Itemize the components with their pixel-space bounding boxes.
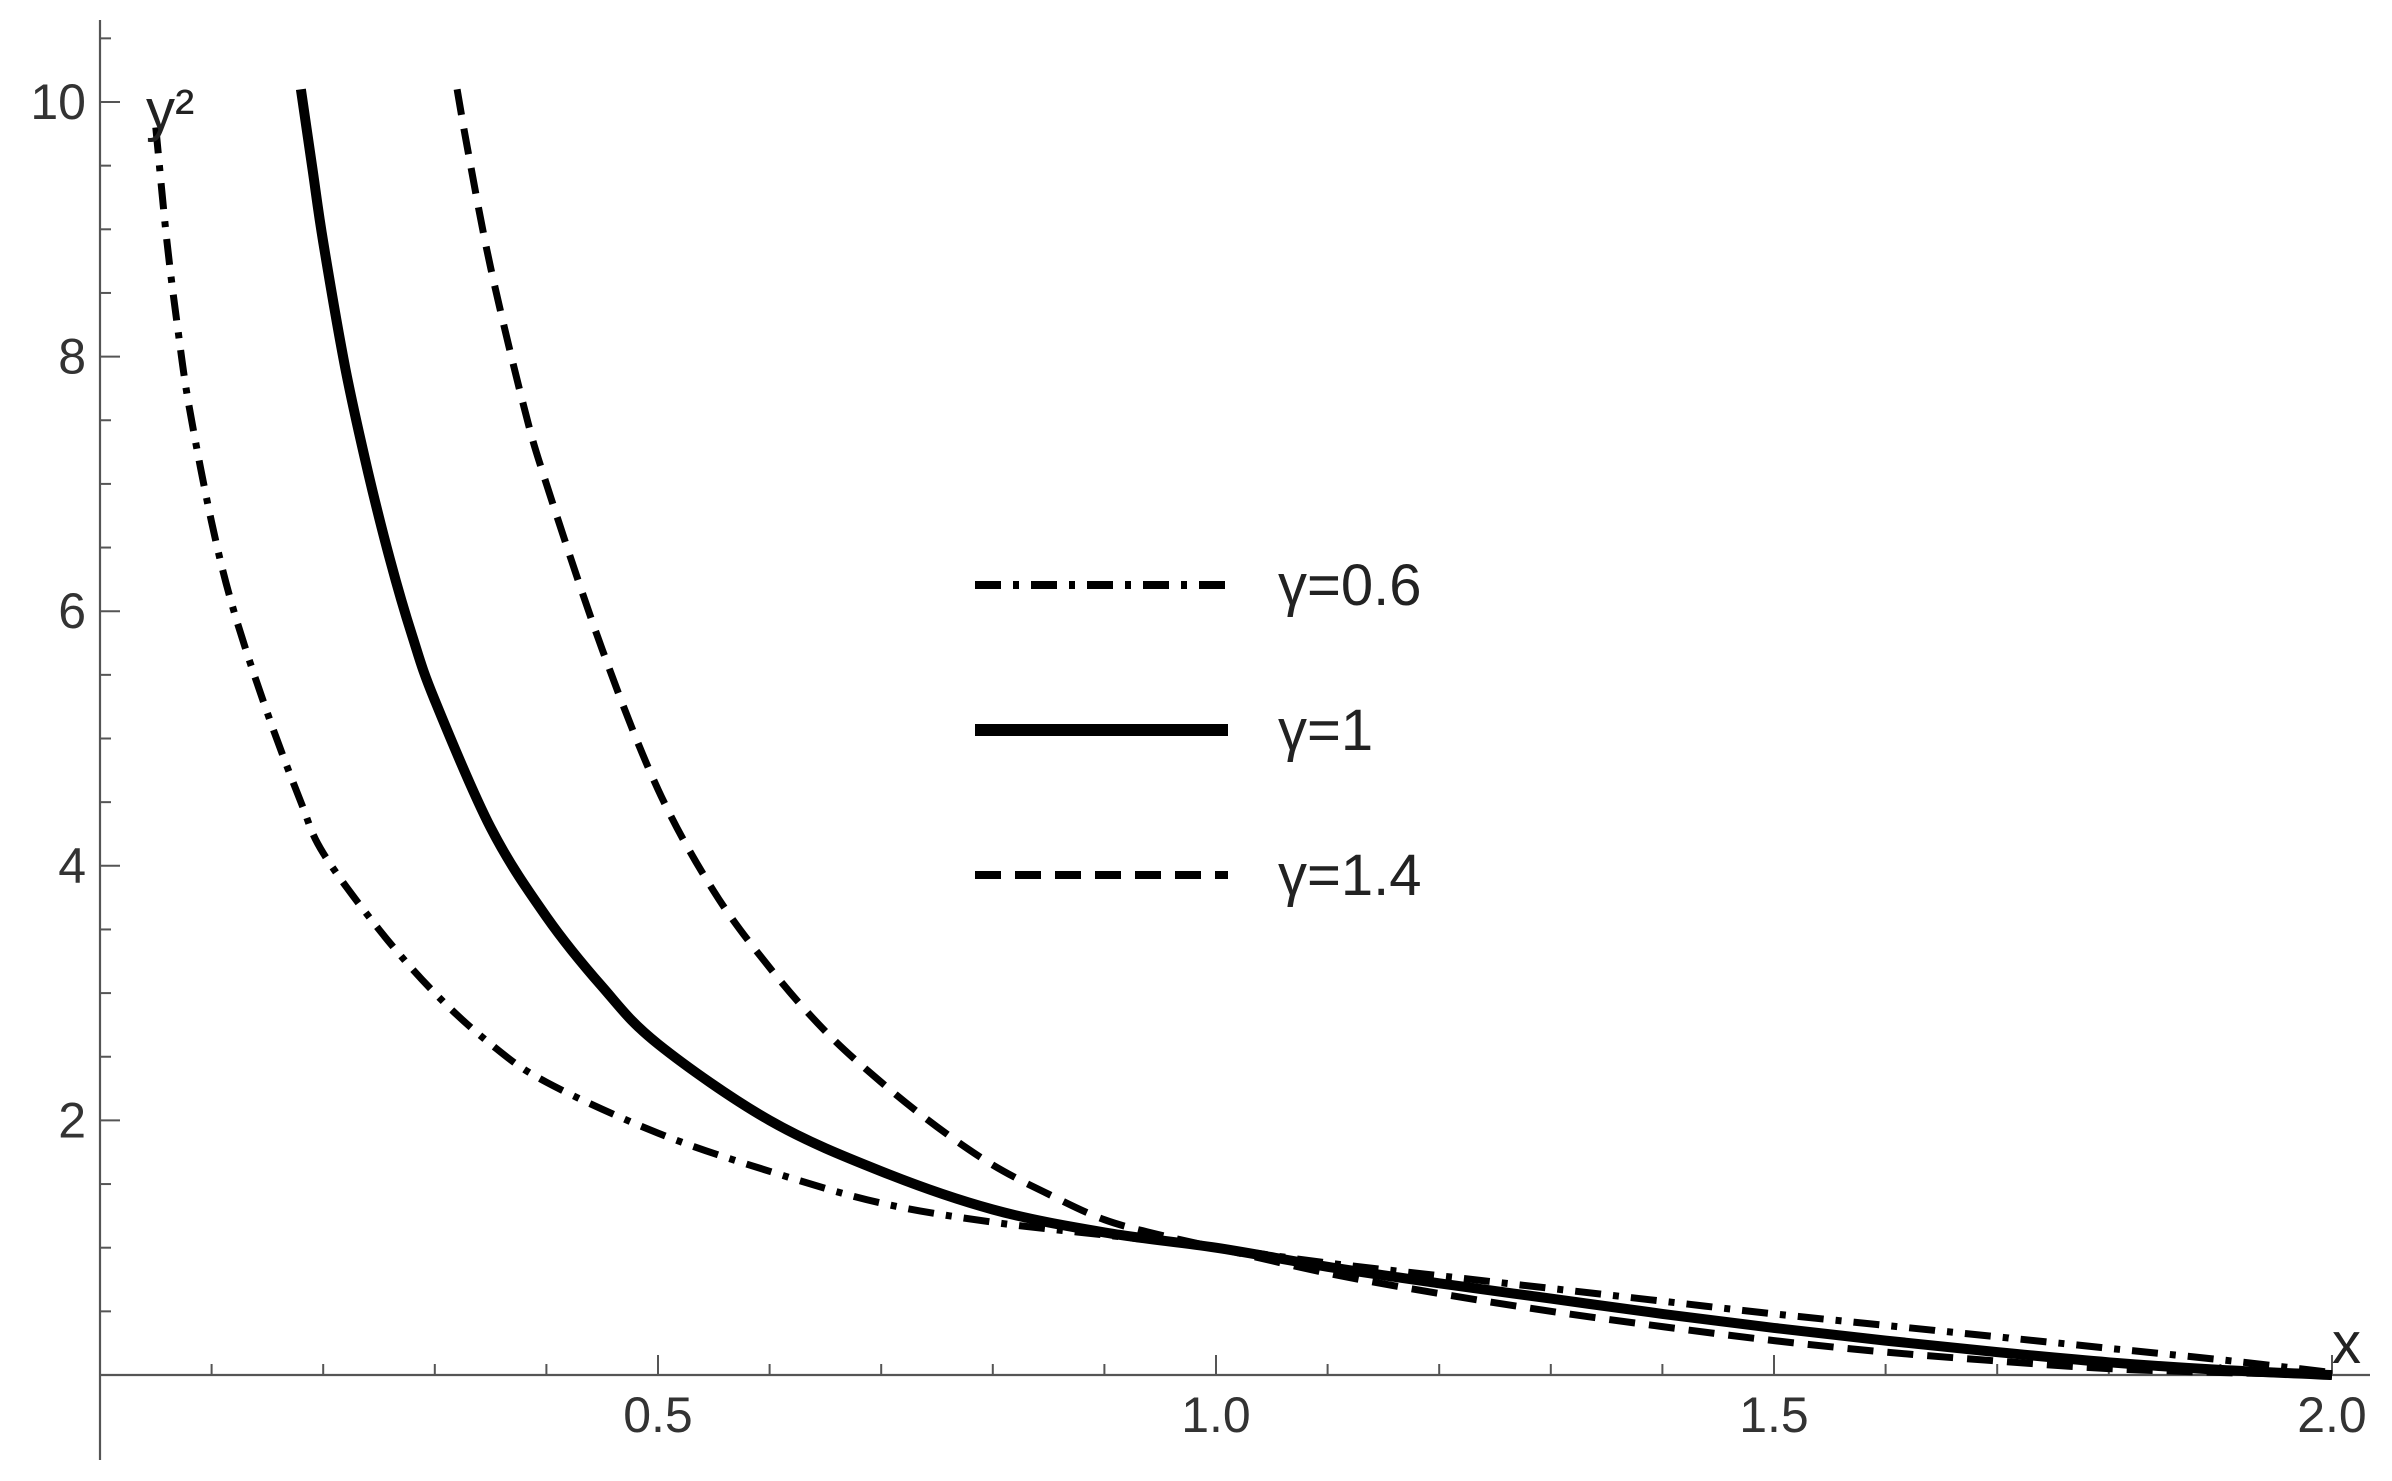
legend-label: γ=0.6 — [1278, 553, 1422, 618]
y-tick-label: 2 — [58, 1092, 86, 1148]
y-tick-label: 10 — [30, 74, 86, 130]
y-tick-label: 4 — [58, 838, 86, 894]
x-tick-label: 1.5 — [1739, 1387, 1809, 1443]
ticks — [99, 37, 2333, 1460]
x-tick-label: 2.0 — [2297, 1387, 2367, 1443]
y-tick-label: 6 — [58, 583, 86, 639]
x-tick-label: 0.5 — [623, 1387, 693, 1443]
legend: γ=0.6 γ=1 γ=1.4 — [975, 553, 1422, 908]
series-line-2 — [295, 88, 2333, 1380]
series-layer — [152, 88, 2333, 1380]
series-line-3 — [453, 88, 2333, 1379]
y-tick-label: 8 — [58, 329, 86, 385]
series-line-1 — [152, 127, 2333, 1376]
axes — [98, 20, 2370, 1460]
tick-labels: 0.5 1.0 1.5 2.0 2 4 6 8 10 — [30, 74, 2366, 1443]
y-axis-label: y² — [146, 78, 194, 143]
legend-label: γ=1.4 — [1278, 843, 1422, 908]
legend-label: γ=1 — [1278, 698, 1373, 763]
x-tick-label: 1.0 — [1181, 1387, 1251, 1443]
x-axis-label: x — [2332, 1311, 2361, 1376]
